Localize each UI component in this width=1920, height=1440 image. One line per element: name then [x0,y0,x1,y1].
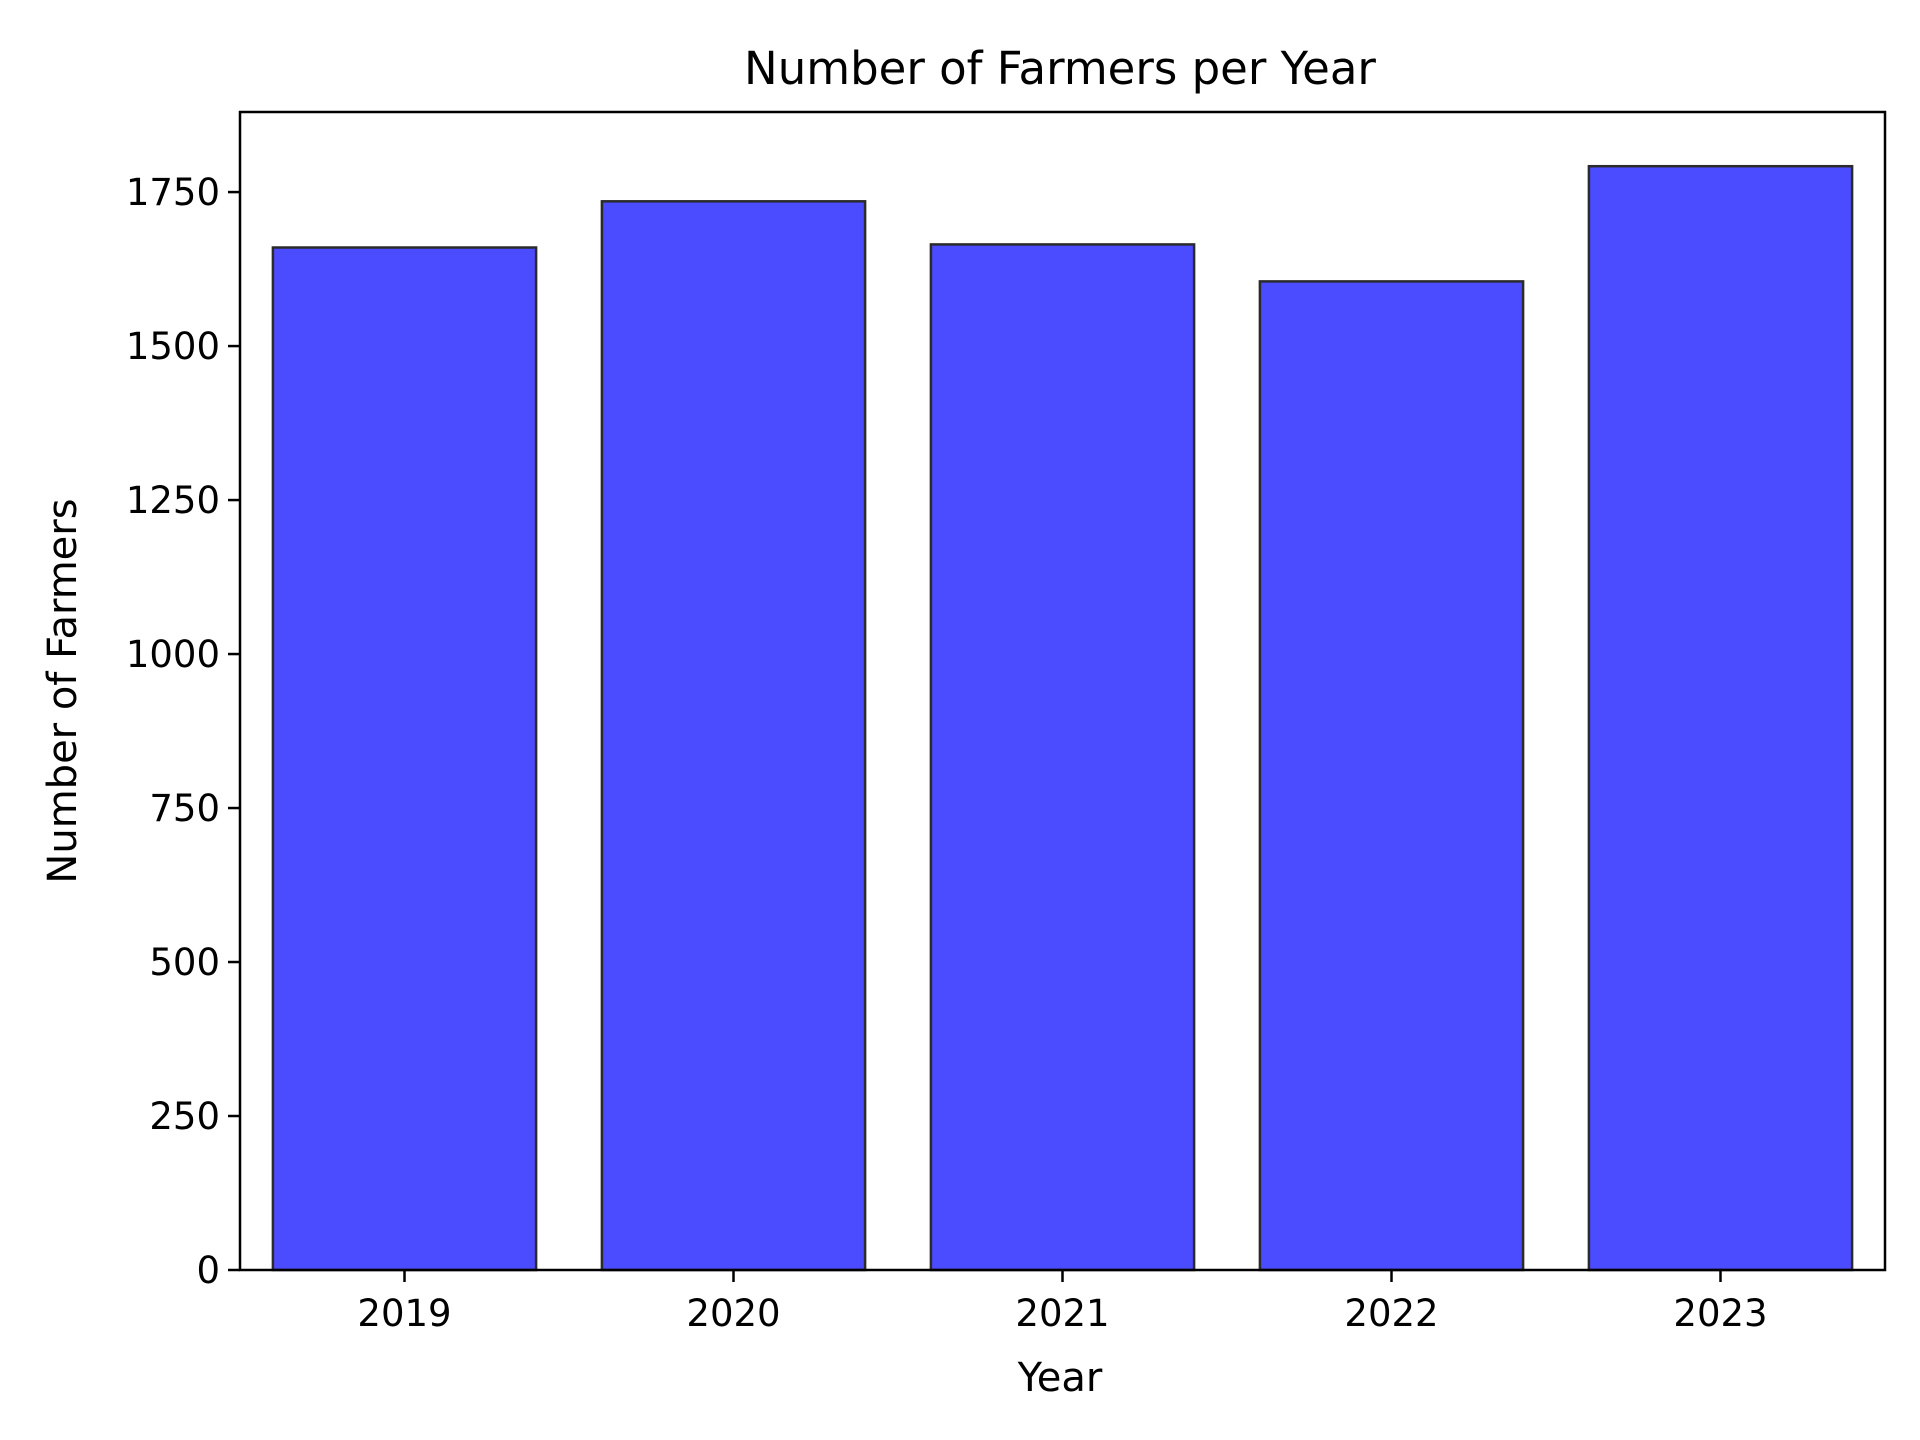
y-tick-label: 500 [149,941,220,984]
y-tick-label: 750 [149,787,220,830]
x-axis: 2019 2020 2021 2022 2023 [357,1270,1768,1335]
y-tick-label: 1500 [126,325,220,368]
bars-group [271,164,1854,1272]
y-tick-label: 1000 [126,633,220,676]
x-tick-label-2020: 2020 [686,1292,780,1335]
x-axis-label: Year [1017,1355,1103,1401]
x-tick-label-2023: 2023 [1673,1292,1767,1335]
x-tick-label-2019: 2019 [357,1292,451,1335]
bar-2021 [929,243,1196,1272]
x-tick-label-2021: 2021 [1015,1292,1109,1335]
y-tick-label: 1250 [126,479,220,522]
y-tick-label: 1750 [126,171,220,214]
x-tick-label-2022: 2022 [1344,1292,1438,1335]
chart-title: Number of Farmers per Year [744,42,1376,95]
y-tick-label: 250 [149,1095,220,1138]
bar-2020 [600,200,867,1272]
bar-2023 [1587,164,1854,1272]
y-tick-label: 0 [196,1249,220,1292]
bar-2019 [271,246,538,1272]
bar-2022 [1258,280,1525,1272]
y-axis: 0 250 500 750 1000 1250 1500 1750 [126,171,240,1292]
y-axis-label: Number of Farmers [40,498,86,883]
